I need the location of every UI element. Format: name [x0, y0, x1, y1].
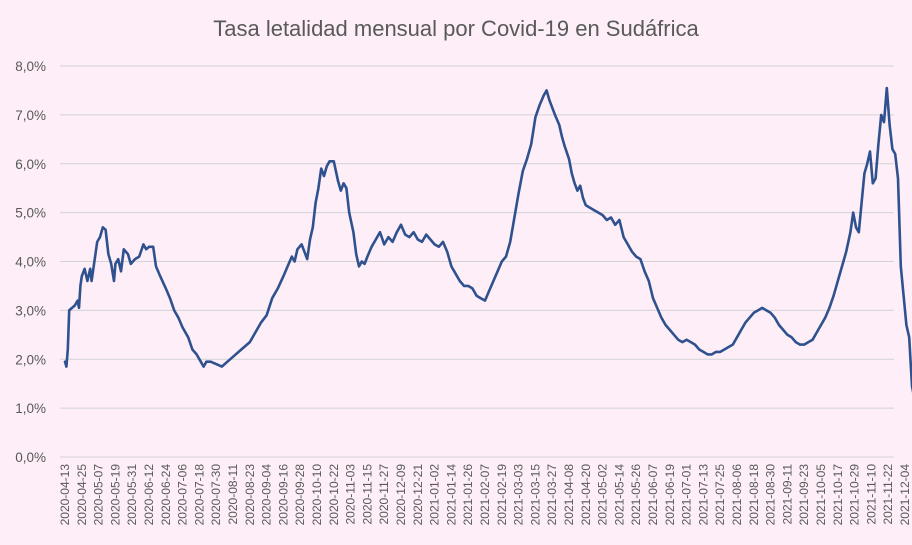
- y-tick-label: 2,0%: [15, 352, 46, 367]
- x-tick-label: 2020-05-31: [125, 464, 139, 526]
- x-tick-label: 2020-07-30: [209, 464, 223, 526]
- x-tick-label: 2021-02-07: [478, 464, 492, 526]
- x-tick-label: 2021-03-15: [528, 464, 542, 526]
- x-tick-label: 2021-07-13: [696, 464, 710, 526]
- x-tick-label: 2021-09-23: [797, 464, 811, 526]
- x-tick-label: 2020-12-09: [394, 464, 408, 526]
- x-tick-label: 2021-03-27: [545, 464, 559, 526]
- x-tick-label: 2021-08-30: [764, 464, 778, 526]
- x-tick-label: 2020-07-18: [192, 464, 206, 526]
- x-tick-label: 2020-11-27: [377, 464, 391, 525]
- x-tick-label: 2020-08-11: [226, 464, 240, 525]
- x-tick-label: 2020-10-10: [310, 464, 324, 526]
- x-tick-label: 2020-09-04: [260, 464, 274, 526]
- x-tick-label: 2021-10-29: [848, 464, 862, 526]
- x-tick-label: 2020-05-07: [92, 464, 106, 526]
- x-tick-label: 2021-08-06: [730, 464, 744, 526]
- x-tick-label: 2021-07-01: [680, 464, 694, 526]
- x-tick-label: 2020-04-25: [75, 464, 89, 526]
- series-layer: [63, 86, 912, 394]
- series-line: [63, 86, 912, 394]
- x-tick-label: 2021-04-08: [562, 464, 576, 526]
- y-tick-label: 3,0%: [15, 303, 46, 318]
- x-tick-label: 2021-06-19: [663, 464, 677, 526]
- x-tick-label: 2021-05-14: [612, 464, 626, 526]
- x-tick-label: 2020-04-13: [58, 464, 72, 526]
- x-tick-label: 2021-11-10: [864, 464, 878, 525]
- x-tick-label: 2020-10-22: [327, 464, 341, 526]
- x-tick-label: 2020-11-15: [360, 464, 374, 525]
- y-tick-label: 8,0%: [15, 59, 46, 74]
- y-axis-ticks: 0,0% 1,0% 2,0% 3,0% 4,0% 5,0% 6,0% 7,0% 8,0%: [15, 59, 46, 465]
- x-tick-label: 2020-09-16: [276, 464, 290, 526]
- y-tick-label: 0,0%: [15, 450, 46, 465]
- x-tick-label: 2021-10-17: [831, 464, 845, 526]
- gridlines: [60, 65, 894, 458]
- x-tick-label: 2021-04-20: [579, 464, 593, 526]
- x-tick-label: 2021-07-25: [713, 464, 727, 526]
- x-tick-label: 2021-01-02: [428, 464, 442, 526]
- x-tick-label: 2020-11-03: [344, 464, 358, 525]
- x-tick-label: 2021-03-03: [512, 464, 526, 526]
- x-tick-label: 2021-09-11: [780, 464, 794, 525]
- y-tick-label: 1,0%: [15, 401, 46, 416]
- x-tick-label: 2020-07-06: [176, 464, 190, 526]
- x-tick-label: 2021-11-22: [881, 464, 895, 525]
- x-tick-label: 2020-06-24: [159, 464, 173, 526]
- y-tick-label: 7,0%: [15, 108, 46, 123]
- x-tick-label: 2021-06-07: [646, 464, 660, 526]
- x-tick-label: 2021-08-18: [747, 464, 761, 526]
- x-tick-label: 2021-05-02: [596, 464, 610, 526]
- y-tick-label: 5,0%: [15, 206, 46, 221]
- x-tick-label: 2020-06-12: [142, 464, 156, 526]
- x-tick-label: 2021-12-04: [898, 464, 912, 526]
- x-tick-label: 2021-01-26: [461, 464, 475, 526]
- x-tick-label: 2021-10-05: [814, 464, 828, 526]
- y-tick-label: 6,0%: [15, 157, 46, 172]
- x-tick-label: 2020-12-21: [411, 464, 425, 526]
- x-tick-label: 2020-08-23: [243, 464, 257, 526]
- x-tick-label: 2020-05-19: [108, 464, 122, 526]
- y-tick-label: 4,0%: [15, 255, 46, 270]
- x-tick-label: 2021-05-26: [629, 464, 643, 526]
- x-tick-label: 2020-09-28: [293, 464, 307, 526]
- x-tick-label: 2021-02-19: [495, 464, 509, 526]
- chart-title: Tasa letalidad mensual por Covid-19 en S…: [213, 16, 699, 41]
- x-axis-ticks: 2020-04-13 2020-04-25 2020-05-07 2020-05-19…: [58, 464, 912, 526]
- x-tick-label: 2021-01-14: [444, 464, 458, 526]
